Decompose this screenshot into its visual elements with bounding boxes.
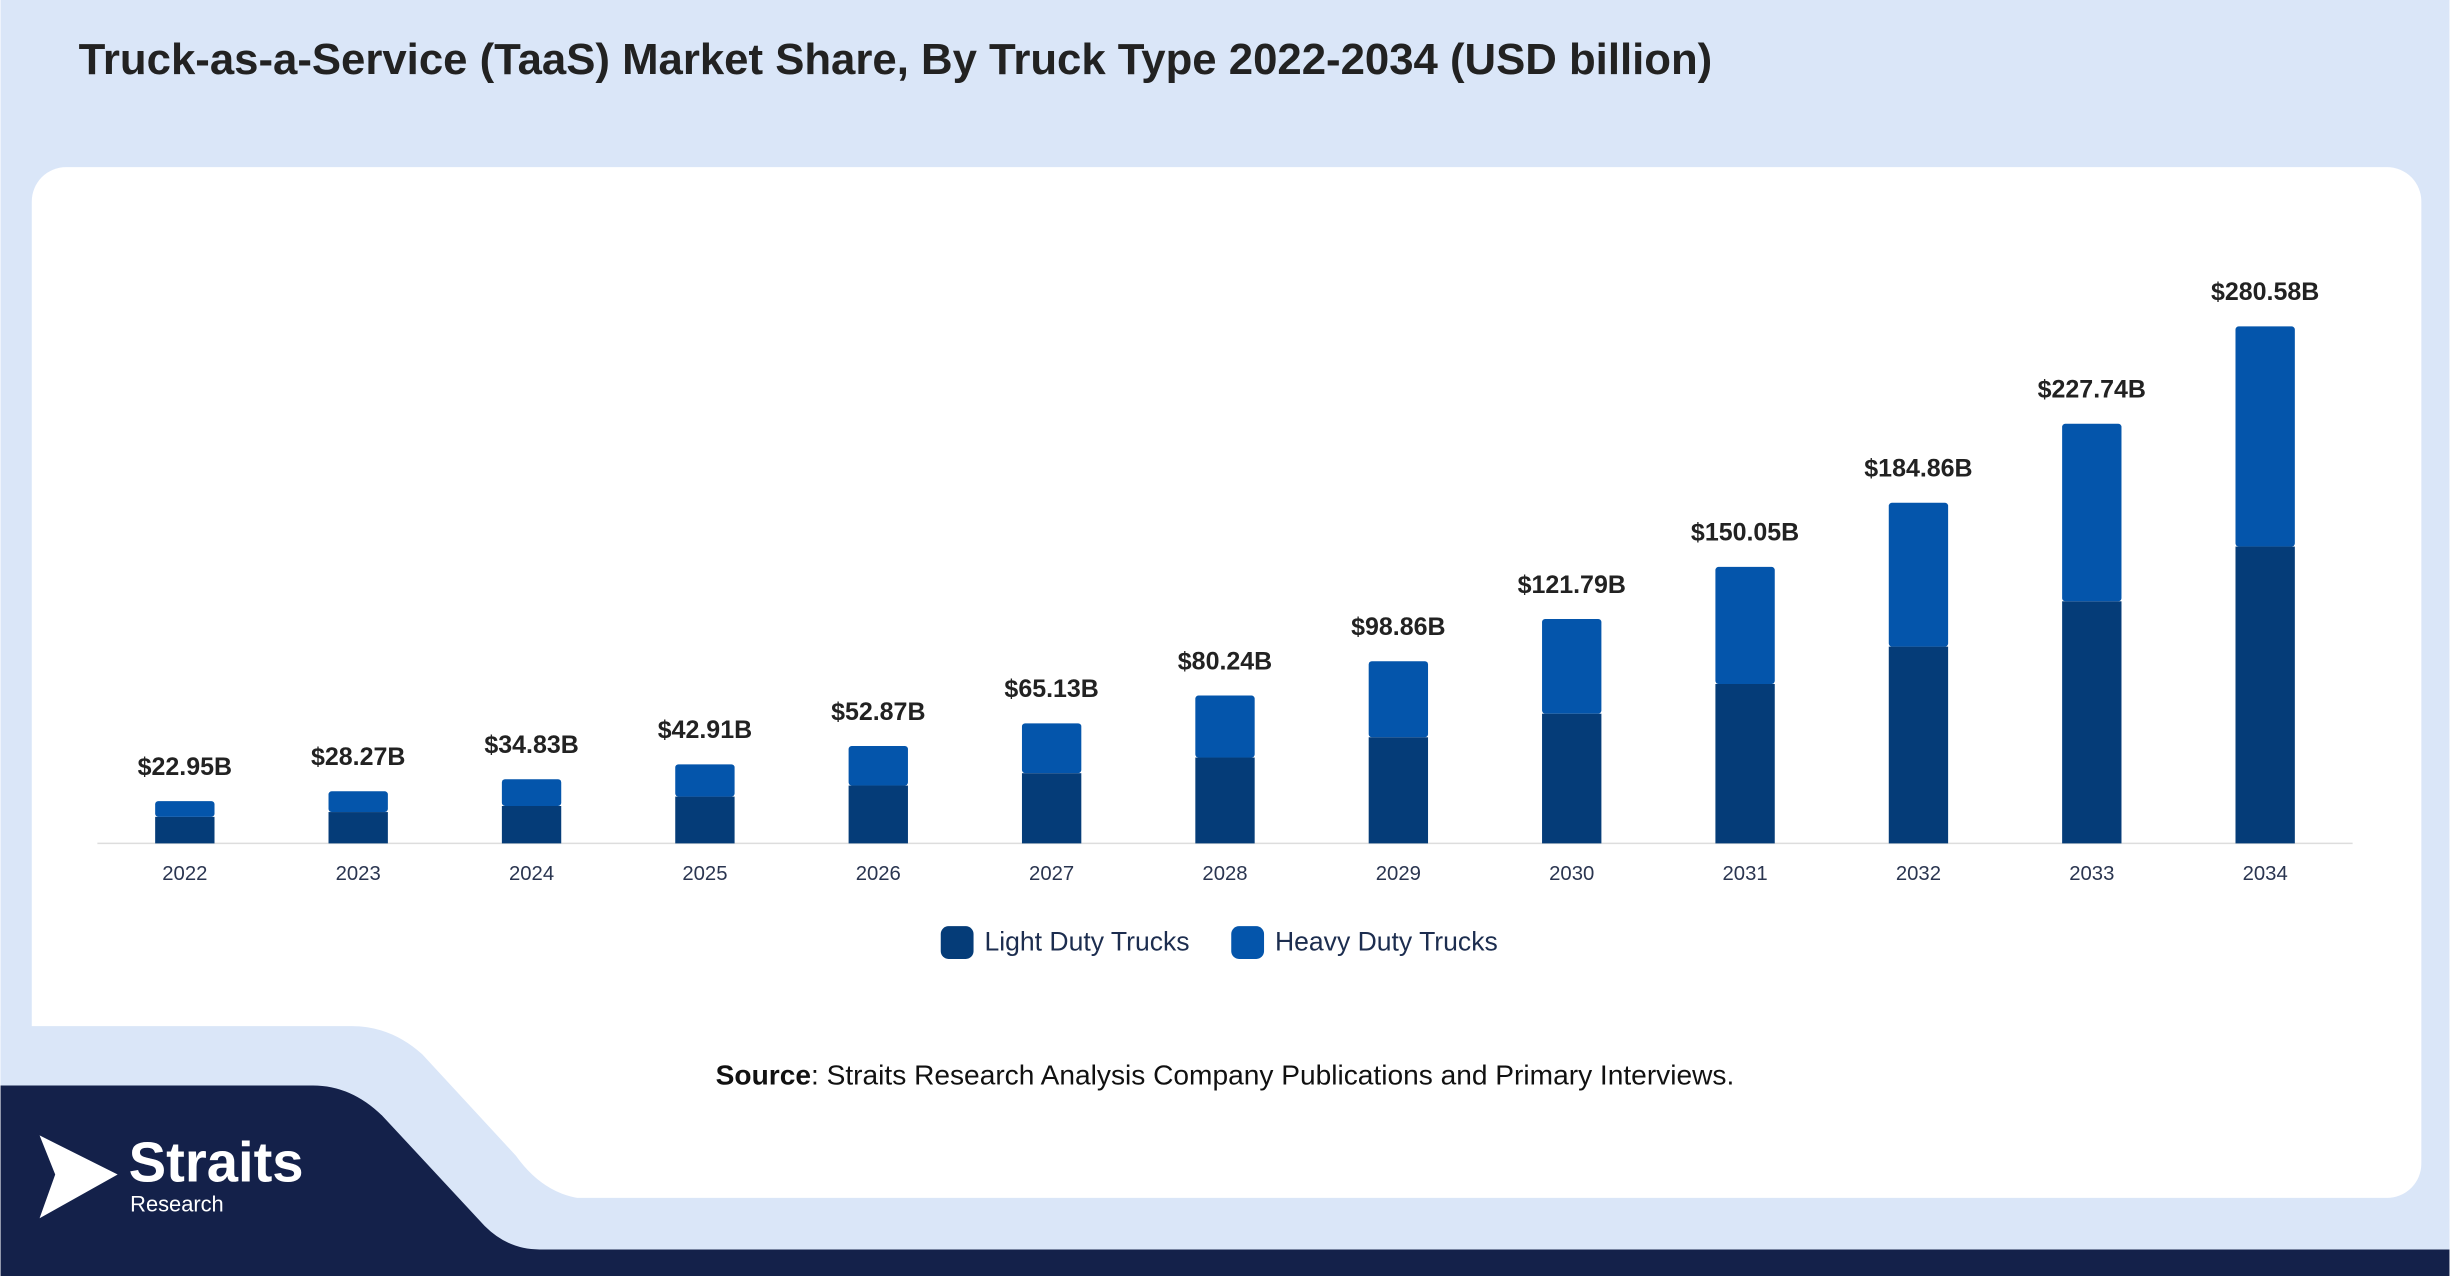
x-tick-label: 2027 [1029, 863, 1074, 885]
x-tick-label: 2032 [1896, 863, 1941, 885]
legend-label: Heavy Duty Trucks [1275, 926, 1498, 956]
bar-segment [675, 764, 735, 797]
legend-swatch [1231, 926, 1265, 959]
bar-segment [2062, 601, 2122, 844]
bar-segment [1021, 723, 1082, 774]
x-tick-label: 2029 [1376, 863, 1421, 885]
bar-segment [2235, 326, 2295, 547]
source-text: : Straits Research Analysis Company Publ… [811, 1060, 1734, 1091]
bar-segment [501, 779, 562, 806]
bar-segment [1021, 773, 1082, 844]
x-tick-label: 2030 [1549, 863, 1594, 885]
logo-name: Straits [129, 1131, 304, 1194]
total-label: $65.13B [1004, 675, 1098, 703]
x-tick-label: 2025 [682, 863, 727, 885]
total-label: $184.86B [1864, 455, 1972, 483]
x-tick-label: 2024 [509, 863, 554, 885]
bar-segment [1888, 502, 1949, 647]
bottom-band [0, 1249, 2450, 1276]
total-label: $121.79B [1518, 571, 1626, 599]
bar-segment [1888, 646, 1949, 844]
bar-segment [155, 801, 215, 817]
total-label: $52.87B [831, 698, 925, 726]
total-label: $98.86B [1351, 613, 1445, 641]
card [31, 167, 2422, 1198]
bar-segment [1368, 661, 1429, 738]
total-label: $280.58B [2211, 278, 2319, 306]
bar-segment [501, 805, 562, 844]
bar-segment [1542, 713, 1602, 844]
bar-segment [2062, 423, 2122, 602]
logo-icon [39, 1135, 118, 1219]
bar-segment [848, 745, 908, 786]
x-tick-label: 2023 [336, 863, 381, 885]
logo-sub: Research [130, 1191, 224, 1216]
total-label: $28.27B [311, 743, 405, 771]
x-tick-label: 2022 [162, 863, 207, 885]
bar-segment [1195, 695, 1255, 758]
bar-segment [848, 785, 908, 844]
bar-segment [1195, 757, 1255, 844]
total-label: $80.24B [1178, 647, 1272, 675]
total-label: $42.91B [658, 716, 752, 744]
legend-label: Light Duty Trucks [984, 926, 1189, 956]
bar-segment [1542, 618, 1602, 714]
bar-segment [155, 816, 215, 844]
logo-panel [0, 1085, 540, 1250]
bar-segment [675, 796, 735, 844]
bar-segment [1715, 684, 1775, 844]
x-tick-label: 2033 [2069, 863, 2114, 885]
total-label: $227.74B [2038, 376, 2146, 404]
bar-segment [1715, 566, 1775, 685]
source-label: Source [716, 1060, 811, 1091]
total-label: $150.05B [1691, 519, 1799, 547]
bar-segment [328, 812, 388, 844]
chart-title: Truck-as-a-Service (TaaS) Market Share, … [79, 35, 1713, 84]
bar-segment [1368, 737, 1429, 844]
x-tick-label: 2034 [2243, 863, 2288, 885]
x-tick-label: 2028 [1202, 863, 1247, 885]
x-tick-label: 2026 [856, 863, 901, 885]
legend-swatch [940, 926, 974, 959]
total-label: $22.95B [138, 753, 232, 781]
bar-segment [328, 791, 388, 813]
bar-segment [2235, 546, 2295, 844]
total-label: $34.83B [484, 731, 578, 759]
source: Source: Straits Research Analysis Compan… [716, 1060, 1735, 1091]
x-tick-label: 2031 [1723, 863, 1768, 885]
